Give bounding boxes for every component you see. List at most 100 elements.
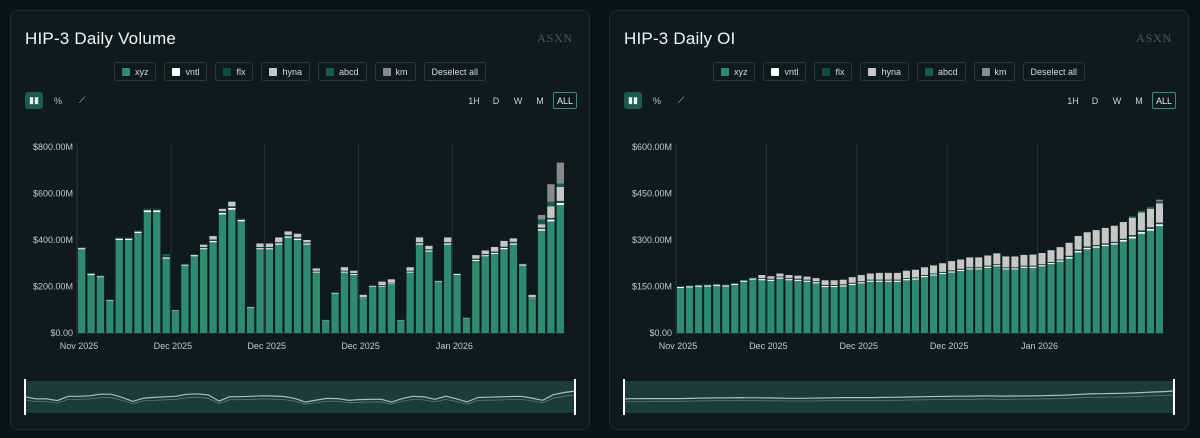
bar-vntl[interactable] bbox=[519, 264, 527, 266]
bar-vntl[interactable] bbox=[1029, 266, 1037, 268]
bar-vntl[interactable] bbox=[444, 243, 452, 245]
bar-vntl[interactable] bbox=[1083, 247, 1091, 250]
bar-hyna[interactable] bbox=[776, 273, 784, 277]
bar-flx[interactable] bbox=[1074, 249, 1082, 251]
bar-hyna[interactable] bbox=[1101, 227, 1109, 244]
bar-vntl[interactable] bbox=[406, 271, 414, 273]
bar-vntl[interactable] bbox=[78, 248, 86, 250]
bar-flx[interactable] bbox=[322, 319, 330, 321]
bar-vntl[interactable] bbox=[758, 279, 766, 281]
bar-xyz[interactable] bbox=[875, 281, 883, 333]
bar-flx[interactable] bbox=[830, 284, 838, 286]
bar-vntl[interactable] bbox=[839, 285, 847, 287]
bar-vntl[interactable] bbox=[1110, 243, 1118, 245]
bar-flx[interactable] bbox=[462, 317, 471, 318]
bar-flx[interactable] bbox=[695, 284, 703, 286]
bar-vntl[interactable] bbox=[528, 297, 536, 299]
bar-flx[interactable] bbox=[1128, 235, 1136, 237]
bar-vntl[interactable] bbox=[993, 265, 1001, 267]
bar-xyz[interactable] bbox=[758, 280, 766, 333]
bar-hyna[interactable] bbox=[387, 279, 396, 283]
bar-xyz[interactable] bbox=[490, 253, 499, 333]
bar-xyz[interactable] bbox=[984, 267, 992, 333]
bar-xyz[interactable] bbox=[731, 284, 739, 333]
bar-vntl[interactable] bbox=[246, 306, 255, 308]
bar-hyna[interactable] bbox=[920, 267, 929, 276]
bar-hyna[interactable] bbox=[556, 186, 564, 201]
bar-vntl[interactable] bbox=[830, 285, 838, 288]
bar-hyna[interactable] bbox=[200, 244, 208, 247]
bar-vntl[interactable] bbox=[767, 279, 775, 281]
bar-vntl[interactable] bbox=[87, 273, 95, 275]
bar-flx[interactable] bbox=[1119, 238, 1127, 240]
bar-xyz[interactable] bbox=[415, 244, 424, 333]
bar-flx[interactable] bbox=[547, 217, 555, 220]
bar-hyna[interactable] bbox=[1020, 254, 1028, 266]
bar-vntl[interactable] bbox=[359, 297, 367, 299]
percent-icon[interactable]: % bbox=[652, 95, 661, 106]
bar-flx[interactable] bbox=[472, 258, 480, 260]
bar-abcd[interactable] bbox=[547, 201, 555, 207]
bar-flx[interactable] bbox=[939, 271, 947, 273]
bar-xyz[interactable] bbox=[528, 298, 536, 333]
bar-xyz[interactable] bbox=[124, 240, 133, 333]
bar-vntl[interactable] bbox=[1128, 236, 1136, 239]
bar-hyna[interactable] bbox=[415, 237, 424, 243]
bar-abcd[interactable] bbox=[537, 219, 546, 225]
bar-xyz[interactable] bbox=[767, 280, 775, 333]
bar-vntl[interactable] bbox=[902, 279, 910, 281]
bar-xyz[interactable] bbox=[866, 281, 874, 333]
bar-vntl[interactable] bbox=[237, 219, 245, 222]
bar-flx[interactable] bbox=[740, 279, 748, 281]
bar-xyz[interactable] bbox=[1056, 261, 1064, 333]
bar-vntl[interactable] bbox=[350, 273, 358, 275]
bar-vntl[interactable] bbox=[930, 274, 938, 276]
bar-vntl[interactable] bbox=[884, 280, 892, 282]
bar-vntl[interactable] bbox=[340, 271, 349, 273]
bar-flx[interactable] bbox=[293, 237, 302, 239]
bar-flx[interactable] bbox=[1047, 262, 1055, 263]
bar-flx[interactable] bbox=[1137, 230, 1145, 232]
bar-chart-icon[interactable]: ▮▮ bbox=[25, 92, 43, 109]
bar-flx[interactable] bbox=[209, 239, 217, 241]
bar-hyna[interactable] bbox=[218, 208, 227, 212]
bar-flx[interactable] bbox=[704, 284, 712, 286]
bar-flx[interactable] bbox=[1092, 244, 1100, 247]
bar-vntl[interactable] bbox=[695, 285, 703, 287]
bar-hyna[interactable] bbox=[340, 267, 349, 271]
bar-flx[interactable] bbox=[722, 284, 730, 286]
line-chart-icon[interactable]: ⟋ bbox=[78, 95, 86, 105]
bar-vntl[interactable] bbox=[893, 280, 901, 282]
bar-flx[interactable] bbox=[275, 242, 283, 244]
bar-vntl[interactable] bbox=[704, 285, 712, 287]
bar-hyna[interactable] bbox=[1119, 222, 1127, 239]
bar-xyz[interactable] bbox=[776, 278, 784, 333]
bar-vntl[interactable] bbox=[453, 273, 461, 275]
bar-vntl[interactable] bbox=[794, 279, 802, 281]
bar-vntl[interactable] bbox=[785, 279, 793, 281]
bar-xyz[interactable] bbox=[312, 272, 320, 333]
bar-xyz[interactable] bbox=[331, 293, 339, 333]
bar-vntl[interactable] bbox=[312, 271, 320, 273]
bar-vntl[interactable] bbox=[368, 285, 377, 287]
bar-vntl[interactable] bbox=[740, 280, 748, 282]
bar-vntl[interactable] bbox=[509, 243, 518, 245]
bar-flx[interactable] bbox=[1056, 259, 1064, 261]
bar-vntl[interactable] bbox=[143, 210, 152, 213]
bar-hyna[interactable] bbox=[378, 281, 386, 286]
bar-hyna[interactable] bbox=[875, 272, 883, 280]
bar-xyz[interactable] bbox=[857, 283, 865, 333]
bar-hyna[interactable] bbox=[975, 257, 983, 268]
legend-item-vntl[interactable]: vntl bbox=[164, 62, 208, 81]
bar-xyz[interactable] bbox=[340, 272, 349, 333]
bar-flx[interactable] bbox=[490, 251, 499, 253]
bar-xyz[interactable] bbox=[359, 298, 367, 333]
bar-flx[interactable] bbox=[171, 309, 180, 311]
bar-xyz[interactable] bbox=[884, 281, 892, 333]
bar-flx[interactable] bbox=[785, 278, 793, 280]
bar-xyz[interactable] bbox=[704, 286, 712, 334]
legend-item-km[interactable]: km bbox=[374, 62, 416, 81]
bar-hyna[interactable] bbox=[1092, 230, 1100, 245]
bar-xyz[interactable] bbox=[740, 281, 748, 333]
bar-vntl[interactable] bbox=[948, 271, 956, 273]
